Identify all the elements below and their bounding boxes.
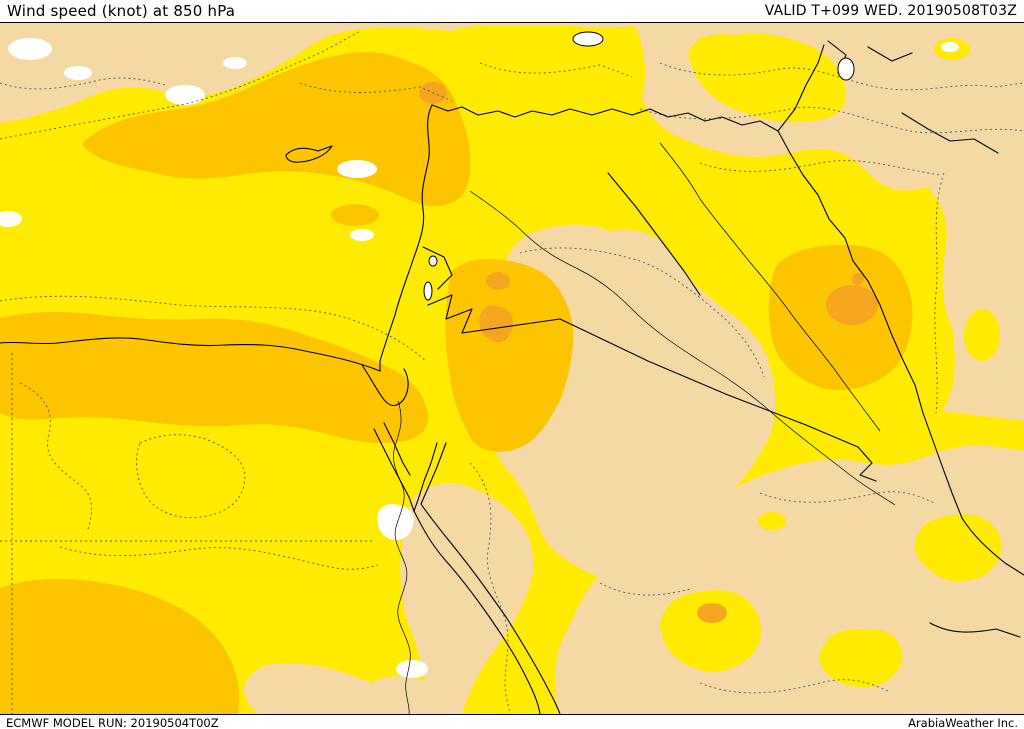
dotted-contours xyxy=(0,30,1024,714)
gulf-of-suez xyxy=(383,422,411,476)
syria-iraq-border xyxy=(607,172,701,296)
gulf-south-shore xyxy=(929,622,1021,638)
gulf-of-aqaba xyxy=(420,442,447,505)
gold-band-north-egypt xyxy=(0,311,429,444)
iran-border xyxy=(777,130,963,519)
jordan-saudi-zigzag xyxy=(427,294,473,334)
turkey-south-border xyxy=(431,104,779,132)
gold-band-southwest xyxy=(0,578,240,714)
footer-bar: ECMWF MODEL RUN: 20190504T00Z ArabiaWeat… xyxy=(0,715,1024,729)
orange-band-regions xyxy=(419,82,878,623)
calm-white-patches xyxy=(0,38,959,678)
dead-sea xyxy=(423,281,433,301)
euphrates-river xyxy=(469,190,896,506)
caucasus-border xyxy=(777,44,825,132)
cyprus-island xyxy=(285,145,333,163)
map-title: Wind speed (knot) at 850 hPa xyxy=(7,2,236,20)
levant-coastline xyxy=(379,104,433,372)
red-sea-west-shore xyxy=(413,510,541,714)
country-borders xyxy=(0,40,1024,714)
tigris-river xyxy=(659,142,881,432)
persian-gulf-coast xyxy=(961,517,1024,576)
valid-time-label: VALID T+099 WED. 20190508T03Z xyxy=(764,3,1017,19)
header-bar: Wind speed (knot) at 850 hPa VALID T+099… xyxy=(0,0,1024,22)
iraq-saudi-border xyxy=(461,318,877,482)
water-features xyxy=(423,31,855,301)
jordan-syria-borders xyxy=(422,246,453,290)
lake-van xyxy=(572,31,604,47)
wind-speed-map-svg xyxy=(0,23,1024,714)
model-run-label: ECMWF MODEL RUN: 20190504T00Z xyxy=(6,716,219,729)
nile-river xyxy=(393,400,411,714)
red-sea-east-shore xyxy=(420,503,561,714)
sea-of-galilee xyxy=(428,255,438,267)
sinai-coast xyxy=(373,428,438,512)
lake-urmia xyxy=(837,57,855,81)
provider-label: ArabiaWeather Inc. xyxy=(908,716,1018,729)
gold-band-levant xyxy=(445,258,574,452)
nile-delta xyxy=(361,364,409,407)
egypt-coastline xyxy=(0,337,381,372)
yellow-inner-patches xyxy=(660,512,1002,688)
map-canvas xyxy=(0,22,1024,715)
